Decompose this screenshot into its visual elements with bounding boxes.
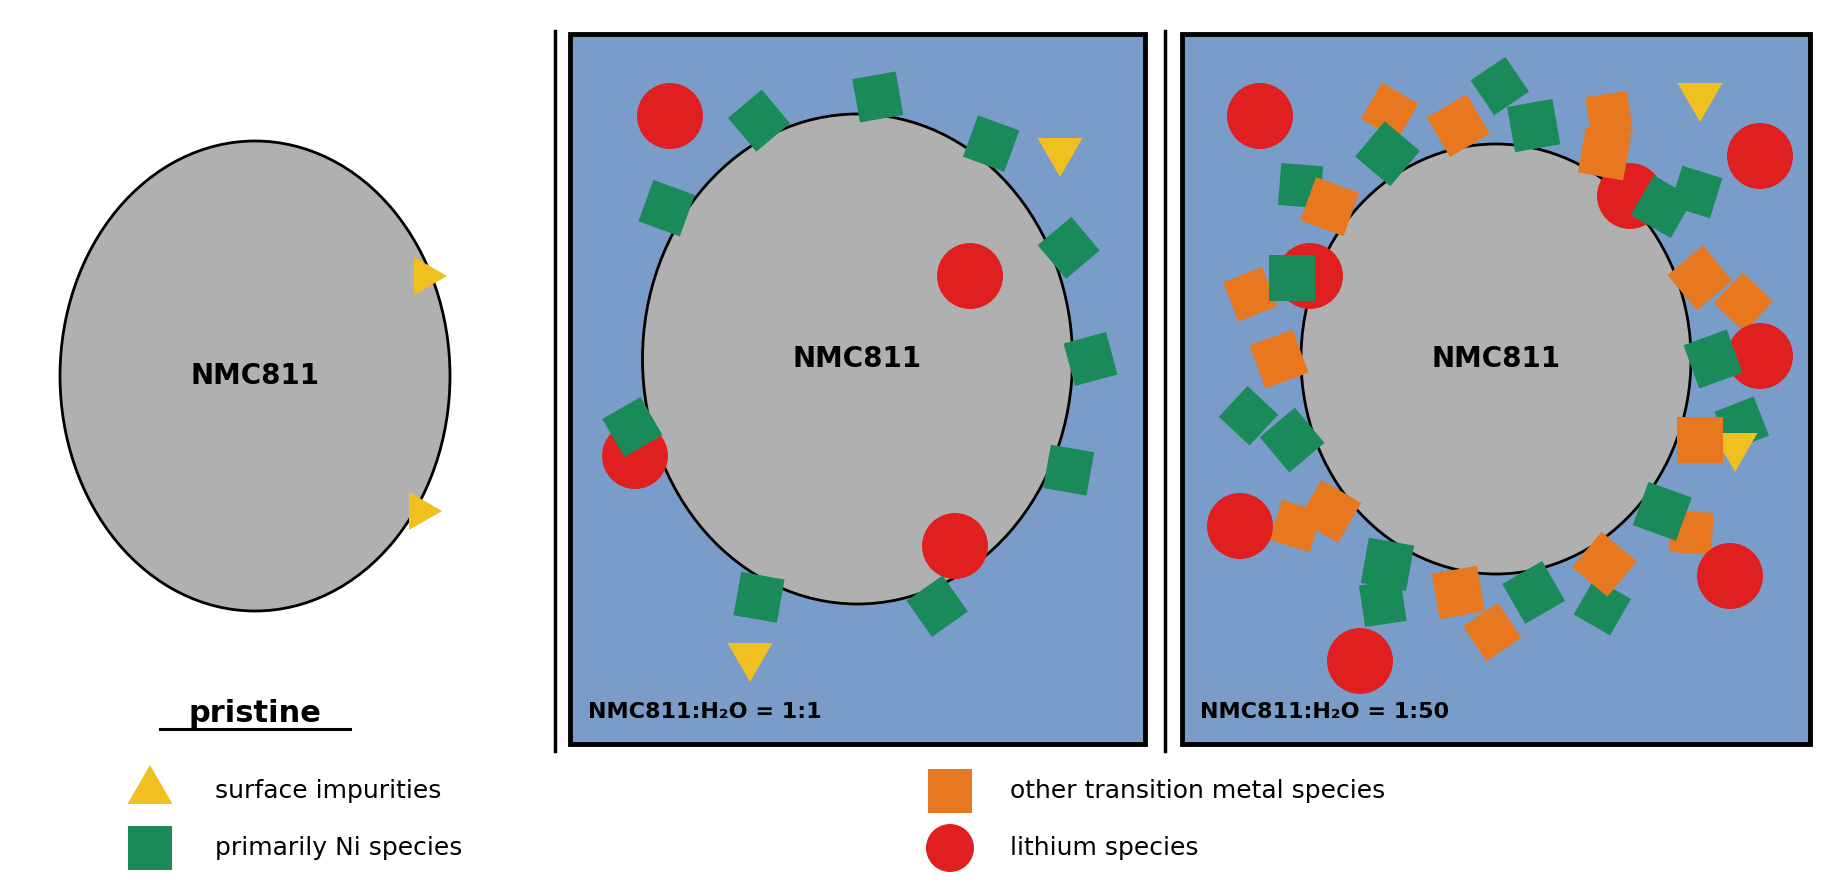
Circle shape <box>636 83 702 149</box>
Polygon shape <box>1677 83 1723 122</box>
Text: primarily Ni species: primarily Ni species <box>216 836 463 860</box>
Polygon shape <box>1463 602 1522 661</box>
Polygon shape <box>1714 273 1772 332</box>
Circle shape <box>1597 163 1663 229</box>
Polygon shape <box>602 397 662 457</box>
Polygon shape <box>1507 99 1560 152</box>
Ellipse shape <box>1300 144 1692 574</box>
Text: NMC811:H₂O = 1:50: NMC811:H₂O = 1:50 <box>1200 702 1449 722</box>
Polygon shape <box>1218 386 1278 446</box>
Polygon shape <box>907 576 968 637</box>
Text: other transition metal species: other transition metal species <box>1010 779 1385 803</box>
Text: NMC811: NMC811 <box>1432 345 1560 373</box>
Polygon shape <box>1633 482 1692 540</box>
Polygon shape <box>413 257 446 295</box>
Ellipse shape <box>60 141 450 611</box>
Bar <box>1182 34 1811 744</box>
Polygon shape <box>1043 445 1094 495</box>
Polygon shape <box>1224 267 1277 322</box>
Polygon shape <box>962 115 1019 172</box>
Polygon shape <box>1631 175 1694 238</box>
Polygon shape <box>1427 94 1491 157</box>
Polygon shape <box>1712 433 1758 472</box>
Text: surface impurities: surface impurities <box>216 779 441 803</box>
Polygon shape <box>1063 332 1118 386</box>
Circle shape <box>602 423 668 489</box>
Circle shape <box>1328 628 1394 694</box>
Circle shape <box>936 243 1002 309</box>
Polygon shape <box>1714 397 1769 451</box>
Polygon shape <box>927 769 971 813</box>
Polygon shape <box>852 72 904 122</box>
Polygon shape <box>638 180 695 237</box>
Polygon shape <box>1249 330 1308 388</box>
Polygon shape <box>1359 579 1407 627</box>
Polygon shape <box>1355 121 1419 186</box>
Polygon shape <box>1670 166 1723 218</box>
Polygon shape <box>1668 509 1714 555</box>
Polygon shape <box>1361 82 1417 140</box>
Polygon shape <box>1677 417 1723 463</box>
Polygon shape <box>1573 532 1637 596</box>
Bar <box>571 34 1145 744</box>
Circle shape <box>1727 323 1792 389</box>
Circle shape <box>925 824 975 872</box>
Polygon shape <box>1573 578 1631 635</box>
Polygon shape <box>1037 138 1083 177</box>
Polygon shape <box>1300 177 1359 237</box>
Polygon shape <box>1260 408 1324 472</box>
Polygon shape <box>1037 217 1099 279</box>
Polygon shape <box>1269 500 1322 552</box>
Polygon shape <box>1432 566 1485 619</box>
Circle shape <box>1227 83 1293 149</box>
Polygon shape <box>410 492 443 530</box>
Polygon shape <box>728 643 772 682</box>
Circle shape <box>1277 243 1342 309</box>
Polygon shape <box>1578 127 1631 181</box>
Circle shape <box>1727 123 1792 189</box>
Polygon shape <box>1471 57 1529 115</box>
Polygon shape <box>1502 561 1566 624</box>
Polygon shape <box>128 765 172 804</box>
Text: NMC811: NMC811 <box>190 362 320 390</box>
Polygon shape <box>1269 255 1315 301</box>
Polygon shape <box>1361 538 1414 591</box>
Text: NMC811:H₂O = 1:1: NMC811:H₂O = 1:1 <box>587 702 821 722</box>
Polygon shape <box>733 571 785 623</box>
Polygon shape <box>1683 330 1743 388</box>
Circle shape <box>922 513 988 579</box>
Text: NMC811: NMC811 <box>794 345 922 373</box>
Text: lithium species: lithium species <box>1010 836 1198 860</box>
Polygon shape <box>1278 163 1322 208</box>
Circle shape <box>1697 543 1763 609</box>
Polygon shape <box>728 89 790 152</box>
Text: pristine: pristine <box>188 700 322 728</box>
Polygon shape <box>1586 91 1633 139</box>
Polygon shape <box>1668 245 1732 310</box>
Polygon shape <box>1299 480 1361 543</box>
Polygon shape <box>128 826 172 870</box>
Ellipse shape <box>642 114 1072 604</box>
Circle shape <box>1207 493 1273 559</box>
